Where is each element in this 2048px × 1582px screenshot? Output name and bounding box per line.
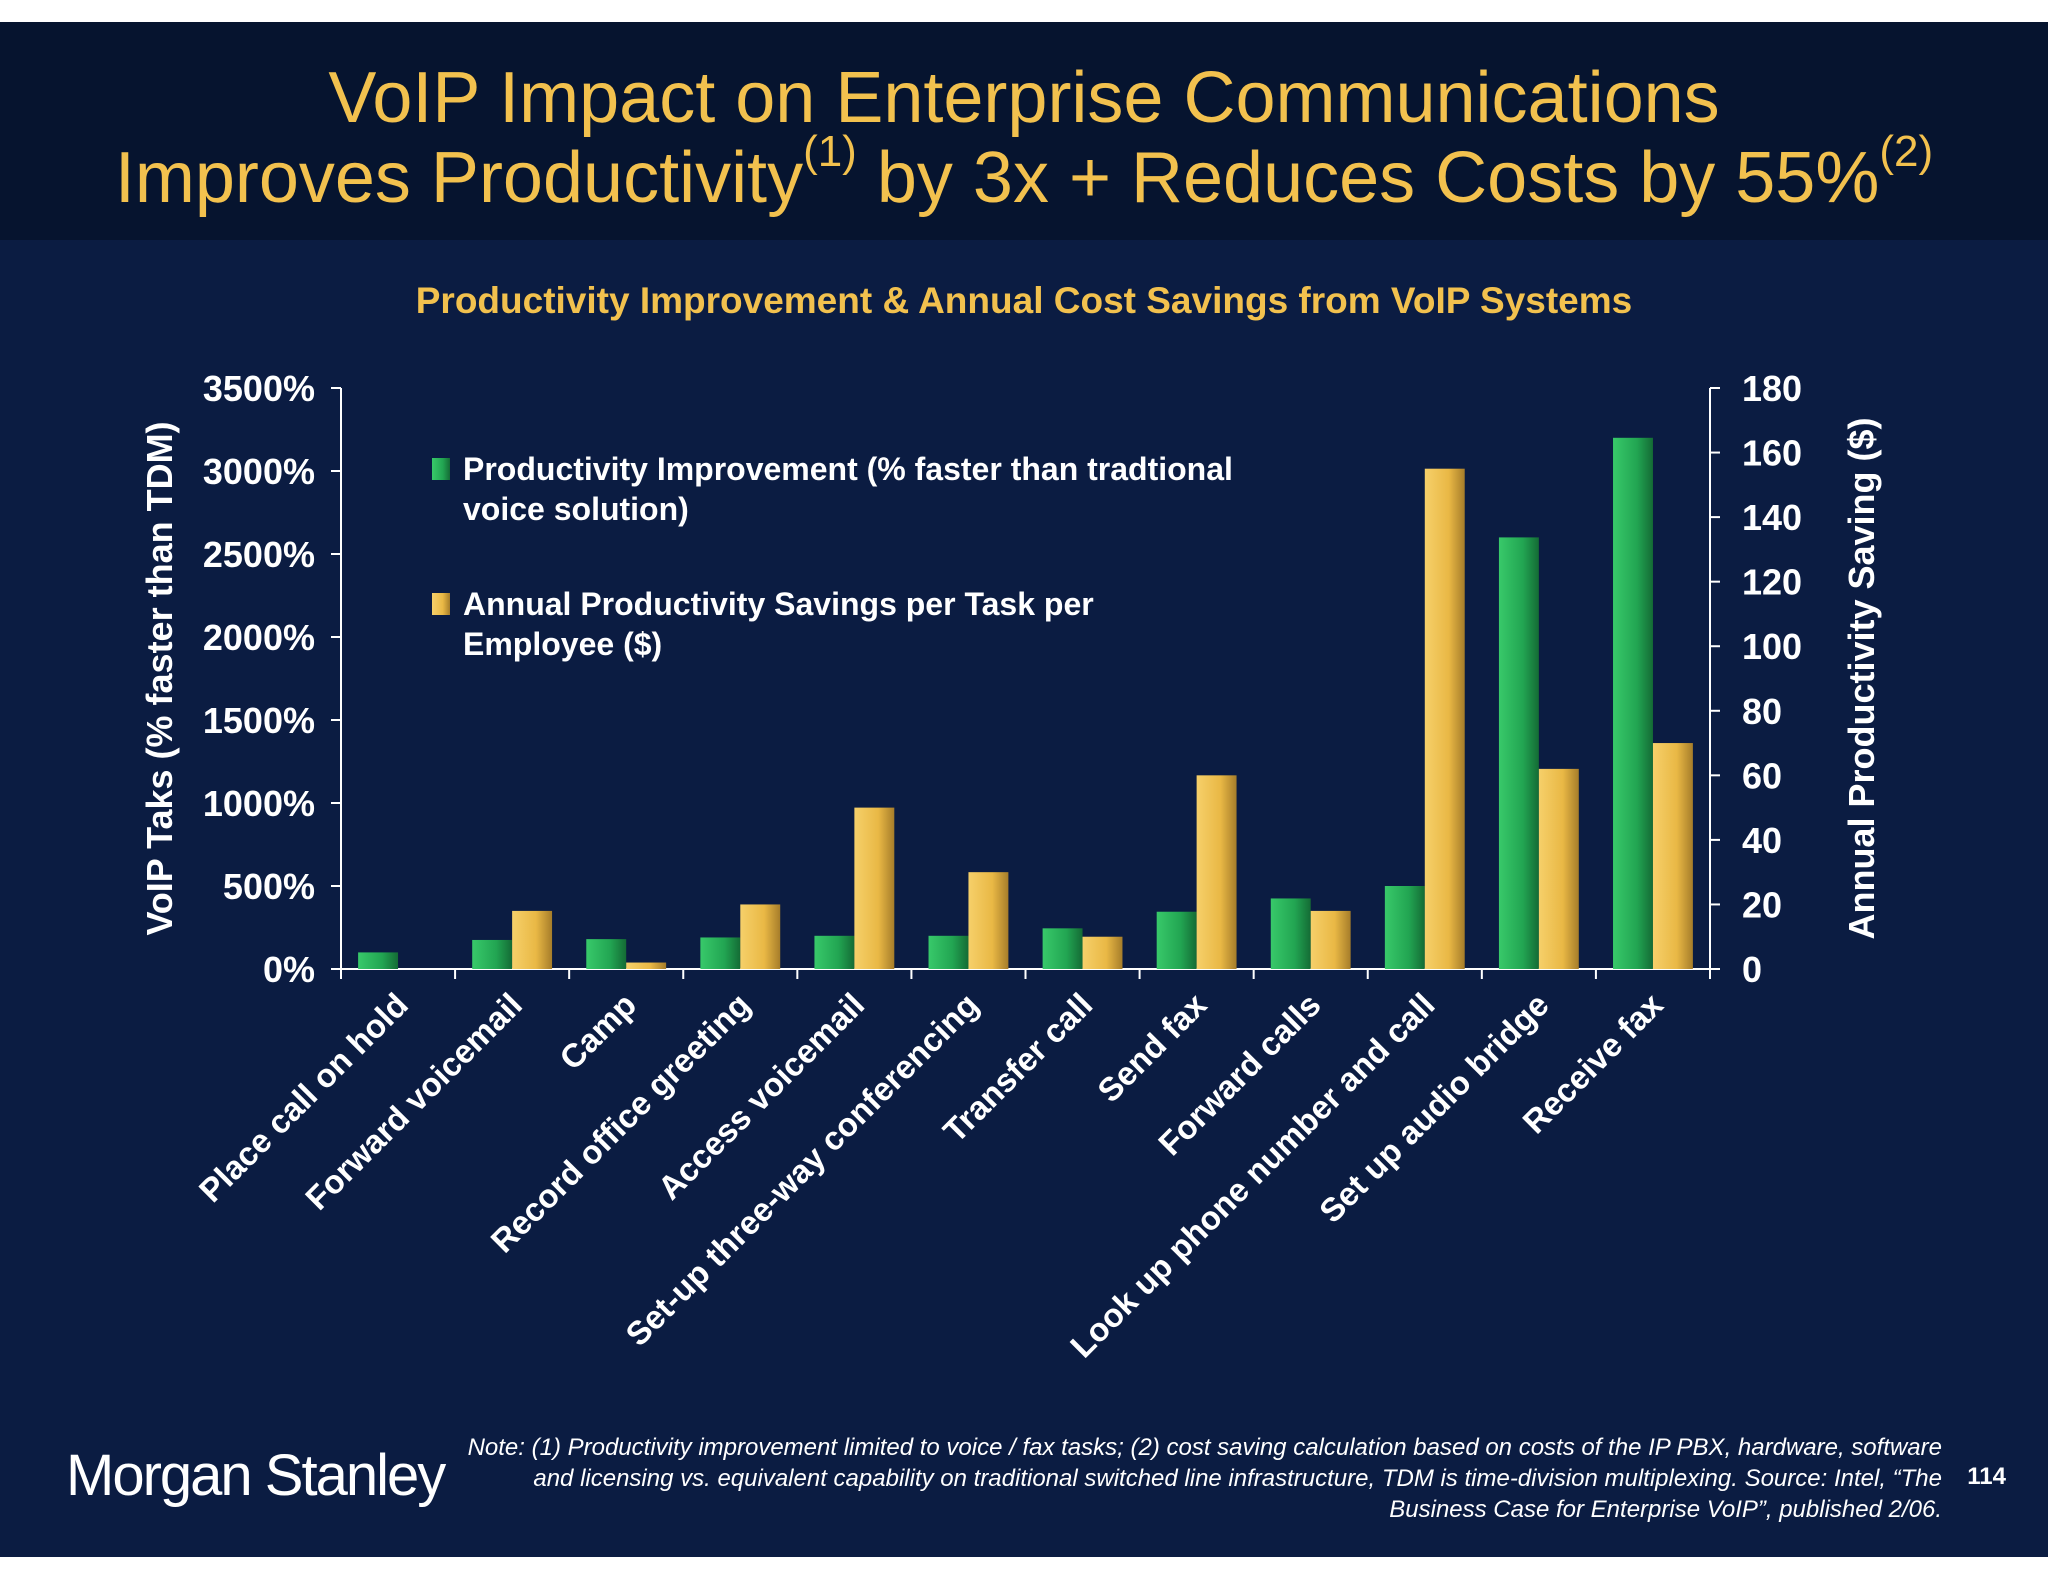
y2-tick-label: 160: [1742, 433, 1802, 474]
savings-bar: [512, 910, 553, 969]
y2-tick-label: 40: [1742, 820, 1782, 861]
y2-tick-label: 140: [1742, 497, 1802, 538]
y2-tick-label: 120: [1742, 562, 1802, 603]
y2-tick-label: 100: [1742, 626, 1802, 667]
savings-bar: [1424, 468, 1465, 969]
x-tick-label: Place call on hold: [192, 986, 415, 1209]
y-tick-label: 500%: [223, 866, 315, 907]
y2-tick-label: 20: [1742, 884, 1782, 925]
footnote-ref: (2): [1879, 127, 1934, 176]
y-tick-label: 1500%: [203, 700, 315, 741]
y2-tick-label: 180: [1742, 368, 1802, 409]
legend-label: Annual Productivity Savings per Task per: [463, 586, 1094, 622]
savings-bar: [1538, 768, 1579, 969]
productivity-bar: [700, 937, 741, 969]
y2-tick-label: 60: [1742, 755, 1782, 796]
savings-bar: [740, 904, 781, 969]
productivity-bar: [586, 939, 627, 969]
legend-swatch: [432, 458, 450, 480]
y-tick-label: 3000%: [203, 451, 315, 492]
y2-axis-label: Annual Productivity Saving ($): [1841, 417, 1882, 939]
y-tick-label: 2000%: [203, 617, 315, 658]
productivity-bar: [1384, 886, 1425, 969]
y2-tick-label: 80: [1742, 691, 1782, 732]
y-tick-label: 1000%: [203, 783, 315, 824]
y2-tick-label: 0: [1742, 949, 1762, 990]
x-tick-label: Forward voicemail: [298, 986, 529, 1217]
savings-bar: [1652, 743, 1693, 969]
productivity-bar: [814, 935, 855, 969]
productivity-bar: [472, 939, 513, 969]
x-tick-label: Access voicemail: [651, 986, 872, 1207]
footnote: Note: (1) Productivity improvement limit…: [467, 1434, 1942, 1523]
savings-bar: [1310, 910, 1351, 969]
x-tick-label: Set up audio bridge: [1312, 986, 1556, 1230]
footnote-ref: (1): [803, 127, 857, 176]
savings-bar: [854, 807, 895, 969]
y-tick-label: 3500%: [203, 368, 315, 409]
y-tick-label: 2500%: [203, 534, 315, 575]
savings-bar: [1196, 775, 1237, 969]
legend-swatch: [432, 593, 450, 615]
legend-label: Employee ($): [463, 626, 662, 662]
productivity-bar: [928, 935, 969, 969]
legend-label: Productivity Improvement (% faster than …: [463, 451, 1233, 487]
page-number: 114: [1967, 1463, 2006, 1490]
productivity-bar: [1156, 911, 1197, 969]
x-tick-label: Camp: [552, 986, 643, 1077]
savings-bar: [1082, 936, 1123, 969]
y-tick-label: 0%: [263, 949, 315, 990]
chart-title: Productivity Improvement & Annual Cost S…: [415, 280, 1633, 321]
title-line-1: VoIP Impact on Enterprise Communications: [328, 58, 1720, 138]
savings-bar: [626, 962, 667, 969]
productivity-bar: [1270, 898, 1311, 969]
productivity-bar: [1042, 928, 1083, 969]
y-axis-label: VoIP Taks (% faster than TDM): [139, 421, 180, 935]
productivity-bar: [1498, 537, 1539, 969]
title-line-2: Improves Productivity(1) by 3x + Reduces…: [0, 130, 2048, 219]
title-text: by 3x + Reduces Costs by 55%: [856, 138, 1880, 218]
savings-bar: [968, 872, 1009, 969]
title-text: Improves Productivity: [114, 138, 804, 218]
productivity-bar: [1613, 437, 1653, 969]
productivity-bar: [358, 952, 399, 969]
slide-title: VoIP Impact on Enterprise Communications…: [0, 22, 2048, 240]
morgan-stanley-logo: Morgan Stanley: [66, 1443, 446, 1508]
legend-label: voice solution): [463, 491, 689, 527]
